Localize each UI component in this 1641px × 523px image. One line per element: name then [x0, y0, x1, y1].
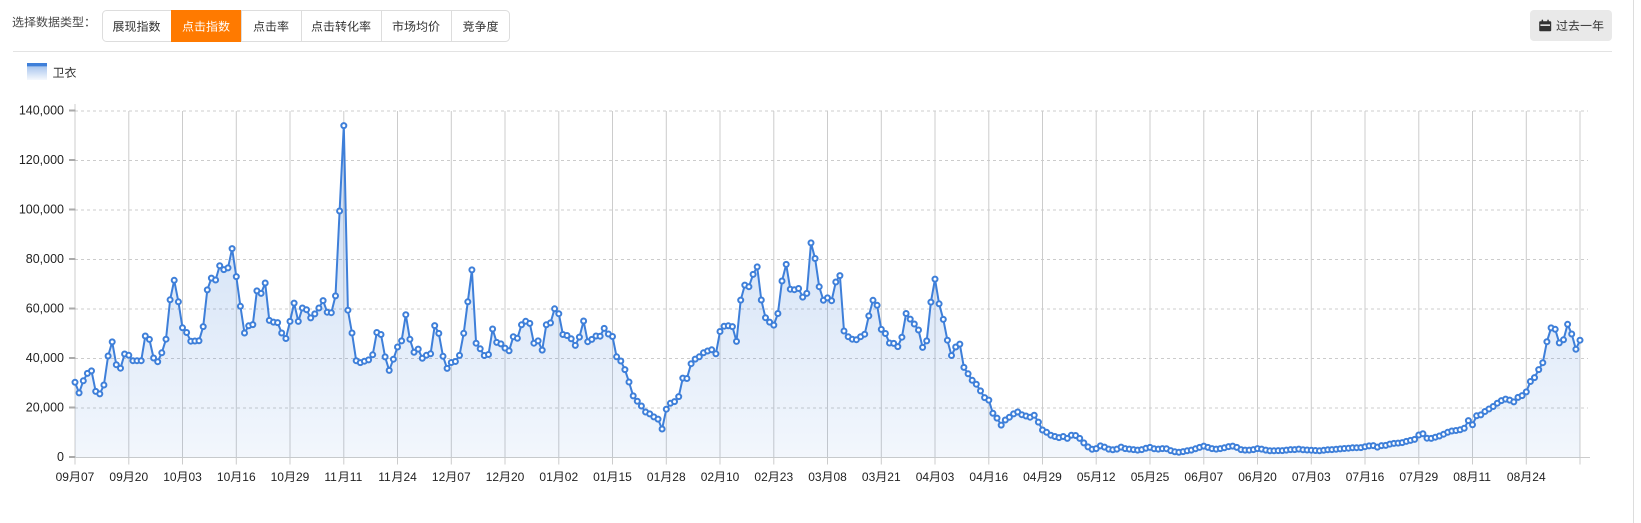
svg-text:03: 03 [808, 470, 822, 484]
svg-text:100,000: 100,000 [19, 203, 64, 217]
svg-text:80,000: 80,000 [26, 252, 64, 266]
svg-text:15: 15 [619, 470, 633, 484]
svg-text:01: 01 [593, 470, 607, 484]
svg-text:11: 11 [1479, 470, 1492, 484]
svg-text:07: 07 [1210, 470, 1224, 484]
svg-text:04: 04 [969, 470, 983, 484]
svg-text:16: 16 [995, 470, 1009, 484]
svg-text:20: 20 [135, 470, 149, 484]
svg-text:09: 09 [109, 470, 123, 484]
svg-text:29: 29 [1425, 470, 1439, 484]
svg-text:10: 10 [163, 470, 177, 484]
svg-text:03: 03 [862, 470, 876, 484]
svg-text:23: 23 [780, 470, 794, 484]
svg-text:04: 04 [916, 470, 930, 484]
svg-text:09: 09 [56, 470, 70, 484]
svg-text:24: 24 [1532, 470, 1546, 484]
svg-text:24: 24 [404, 470, 418, 484]
svg-text:20: 20 [511, 470, 525, 484]
svg-text:07: 07 [1346, 470, 1360, 484]
svg-text:21: 21 [887, 470, 901, 484]
svg-text:03: 03 [941, 470, 955, 484]
svg-text:02: 02 [754, 470, 768, 484]
svg-text:06: 06 [1184, 470, 1198, 484]
svg-text:02: 02 [565, 470, 579, 484]
svg-text:12: 12 [486, 470, 500, 484]
svg-text:08: 08 [1453, 470, 1467, 484]
svg-text:03: 03 [1317, 470, 1331, 484]
svg-text:0: 0 [57, 450, 64, 464]
svg-text:07: 07 [81, 470, 95, 484]
svg-text:120,000: 120,000 [19, 153, 64, 167]
svg-text:29: 29 [296, 470, 310, 484]
svg-text:08: 08 [1507, 470, 1521, 484]
svg-text:04: 04 [1023, 470, 1037, 484]
svg-text:12: 12 [1102, 470, 1116, 484]
svg-text:02: 02 [701, 470, 715, 484]
svg-text:10: 10 [271, 470, 285, 484]
svg-text:60,000: 60,000 [26, 302, 64, 316]
svg-text:07: 07 [1399, 470, 1413, 484]
svg-text:20: 20 [1264, 470, 1278, 484]
svg-text:07: 07 [457, 470, 471, 484]
svg-text:11: 11 [324, 470, 337, 484]
svg-text:28: 28 [672, 470, 686, 484]
svg-text:06: 06 [1238, 470, 1252, 484]
svg-text:140,000: 140,000 [19, 104, 64, 118]
svg-text:05: 05 [1077, 470, 1091, 484]
svg-text:20,000: 20,000 [26, 401, 64, 415]
svg-text:03: 03 [189, 470, 203, 484]
svg-text:05: 05 [1131, 470, 1145, 484]
svg-text:11: 11 [350, 470, 363, 484]
svg-text:07: 07 [1292, 470, 1306, 484]
svg-text:25: 25 [1156, 470, 1170, 484]
svg-text:16: 16 [242, 470, 256, 484]
svg-text:16: 16 [1371, 470, 1385, 484]
svg-text:08: 08 [834, 470, 848, 484]
svg-text:40,000: 40,000 [26, 351, 64, 365]
svg-text:12: 12 [432, 470, 446, 484]
svg-text:01: 01 [647, 470, 661, 484]
svg-text:29: 29 [1049, 470, 1063, 484]
svg-text:01: 01 [539, 470, 553, 484]
svg-text:11: 11 [378, 470, 391, 484]
svg-text:10: 10 [726, 470, 740, 484]
svg-text:10: 10 [217, 470, 231, 484]
